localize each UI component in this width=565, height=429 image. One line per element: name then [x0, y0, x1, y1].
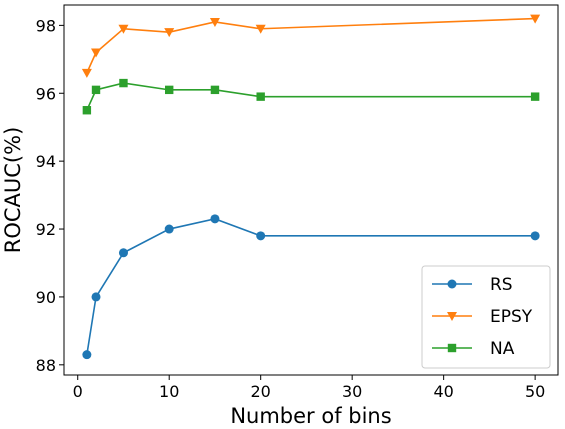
legend: RS EPSY NA [421, 265, 551, 369]
legend-box [421, 265, 551, 369]
legend-label-rs: RS [490, 275, 513, 295]
data-point-rs [256, 231, 266, 241]
y-tick-label: 98 [36, 16, 56, 35]
data-point-na [256, 92, 265, 101]
x-tick-label: 10 [159, 382, 179, 401]
data-point-na [210, 85, 220, 95]
data-point-rs [530, 231, 540, 241]
legend-label-epsy: EPSY [490, 307, 533, 327]
data-point-na [530, 92, 540, 101]
y-tick-label: 90 [36, 288, 56, 307]
x-tick-label: 30 [342, 382, 362, 401]
data-point-rs [164, 224, 174, 234]
series-markers [81, 14, 541, 360]
data-point-rs [82, 350, 92, 360]
data-point-rs [210, 214, 220, 224]
legend-label-na: NA [490, 339, 515, 359]
y-tick-label: 94 [36, 152, 56, 171]
data-point-epsy [530, 14, 541, 24]
x-tick-label: 50 [525, 382, 545, 401]
legend-marker-rs [447, 279, 457, 289]
axis-ticks: 0 10 20 30 40 50 88 90 92 94 96 98 [36, 16, 546, 401]
x-axis-title: Number of bins [230, 404, 391, 428]
data-point-na [91, 85, 101, 95]
y-axis-title: ROCAUC(%) [1, 127, 25, 254]
data-point-epsy [209, 17, 220, 27]
data-point-rs [118, 248, 128, 258]
data-point-rs [91, 292, 101, 302]
data-point-na [119, 78, 128, 88]
y-tick-label: 96 [36, 84, 56, 103]
x-tick-label: 0 [73, 382, 83, 401]
y-tick-label: 92 [36, 220, 56, 239]
y-tick-label: 88 [36, 356, 56, 375]
data-point-epsy [81, 68, 92, 78]
data-point-epsy [255, 24, 266, 34]
data-point-epsy [164, 28, 175, 38]
x-tick-label: 40 [433, 382, 453, 401]
data-point-na [82, 106, 92, 115]
data-point-na [165, 85, 174, 95]
legend-marker-na [447, 343, 457, 353]
data-point-epsy [91, 48, 102, 58]
x-tick-label: 20 [251, 382, 271, 401]
data-point-epsy [118, 24, 129, 34]
legend-marker-epsy [447, 312, 457, 321]
